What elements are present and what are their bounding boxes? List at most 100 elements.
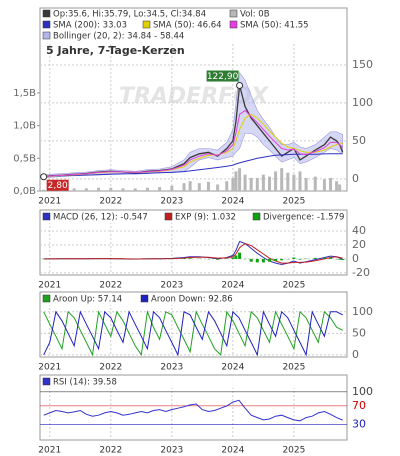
bar <box>182 183 186 191</box>
bar <box>133 188 137 191</box>
y-tick-label: 50 <box>352 134 366 147</box>
bar <box>313 257 317 259</box>
bar <box>329 257 333 259</box>
x-tick-label: 2022 <box>99 197 122 207</box>
legend-bg <box>41 211 346 223</box>
bar <box>109 187 113 191</box>
legend-swatch <box>42 294 51 303</box>
legend-swatch <box>142 20 151 29</box>
legend-swatch <box>140 294 149 303</box>
bar <box>255 177 259 191</box>
bar <box>274 171 278 191</box>
y-tick-label: 0 <box>352 348 359 361</box>
legend-bg <box>41 293 346 305</box>
annotation-point <box>40 173 48 181</box>
bar <box>231 177 235 191</box>
y-tick-label: 70 <box>352 399 366 412</box>
bar <box>121 188 125 191</box>
x-tick-label: 2023 <box>160 197 183 207</box>
x-tick-label: 2025 <box>282 363 305 373</box>
x-tick-label: 2025 <box>282 197 305 207</box>
annotation-point <box>236 82 244 90</box>
legend-bg <box>41 9 346 43</box>
bar <box>292 174 296 191</box>
bar <box>97 187 101 191</box>
bar <box>216 258 220 260</box>
bar <box>238 168 242 191</box>
y-tick-label: 100 <box>352 96 373 109</box>
y-tick-label: 150 <box>352 58 373 71</box>
x-tick-label: 2023 <box>160 281 183 291</box>
bar <box>234 255 238 259</box>
x-tick-label: 2021 <box>38 363 61 373</box>
bar <box>338 184 342 191</box>
series-line <box>43 242 343 264</box>
annotation-box <box>206 70 239 82</box>
bar <box>188 258 192 259</box>
bar <box>249 258 253 262</box>
x-tick-label: 2022 <box>99 281 122 291</box>
legend-label: Vol: 0B <box>240 10 270 20</box>
legend-swatch <box>42 20 51 29</box>
bar <box>182 258 186 259</box>
legend-label: SMA (50): 41.55 <box>240 21 309 31</box>
x-tick-label: 2021 <box>38 446 61 456</box>
bar <box>170 185 174 191</box>
bar <box>286 172 290 191</box>
bar <box>216 184 220 191</box>
bar <box>238 252 242 259</box>
bar <box>188 181 192 191</box>
legend-label: SMA (200): 33.03 <box>53 21 127 31</box>
bar <box>322 257 326 259</box>
legend-bg <box>41 376 346 388</box>
x-tick-label: 2024 <box>221 446 244 456</box>
legend-swatch <box>164 212 173 221</box>
bar <box>338 258 342 260</box>
legend-label: Aroon Up: 57.14 <box>53 295 122 305</box>
bar <box>145 187 149 191</box>
legend-label: Aroon Down: 92.86 <box>151 295 233 305</box>
legend-label: Op:35.6, Hi:35.79, Lo:34.5, Cl:34.84 <box>53 10 206 20</box>
legend-label: Bollinger (20, 2): 34.84 - 58.44 <box>53 32 184 42</box>
bar <box>261 258 265 263</box>
bar <box>335 181 339 191</box>
bar <box>304 177 308 191</box>
x-tick-label: 2021 <box>38 281 61 291</box>
y-tick-label: 40 <box>352 224 366 237</box>
x-tick-label: 2024 <box>221 363 244 373</box>
bar <box>72 188 76 191</box>
legend-label: MACD (26, 12): -0.547 <box>53 213 148 223</box>
x-tick-label: 2023 <box>160 363 183 373</box>
series-line <box>43 109 344 178</box>
x-tick-label: 2022 <box>99 363 122 373</box>
x-tick-label: 2022 <box>99 446 122 456</box>
bar <box>267 176 271 191</box>
bar <box>292 257 296 259</box>
bar <box>280 258 284 261</box>
annotation-box <box>46 179 69 191</box>
legend-swatch <box>42 9 51 18</box>
bar <box>322 179 326 191</box>
legend-label: EXP (9): 1.032 <box>175 213 236 223</box>
legend-swatch <box>42 377 51 386</box>
x-tick-label: 2024 <box>221 197 244 207</box>
chart-title: 5 Jahre, 7-Tage-Kerzen <box>46 44 185 57</box>
bar <box>243 174 247 191</box>
y-tick-label: 50 <box>352 326 366 339</box>
legend-swatch <box>252 212 261 221</box>
bar <box>234 171 238 191</box>
x-tick-label: 2024 <box>221 281 244 291</box>
y-tick-label: 20 <box>352 238 366 251</box>
x-tick-label: 2025 <box>282 446 305 456</box>
bar <box>206 181 210 191</box>
bar <box>158 187 162 191</box>
annotation-label: 2,80 <box>48 181 68 191</box>
legend-label: RSI (14): 39.58 <box>53 378 117 388</box>
x-tick-label: 2025 <box>282 281 305 291</box>
bar <box>197 183 201 191</box>
bar <box>42 189 46 191</box>
bar <box>84 188 88 191</box>
legend-swatch <box>42 212 51 221</box>
y-tick-label: 30 <box>352 418 366 431</box>
